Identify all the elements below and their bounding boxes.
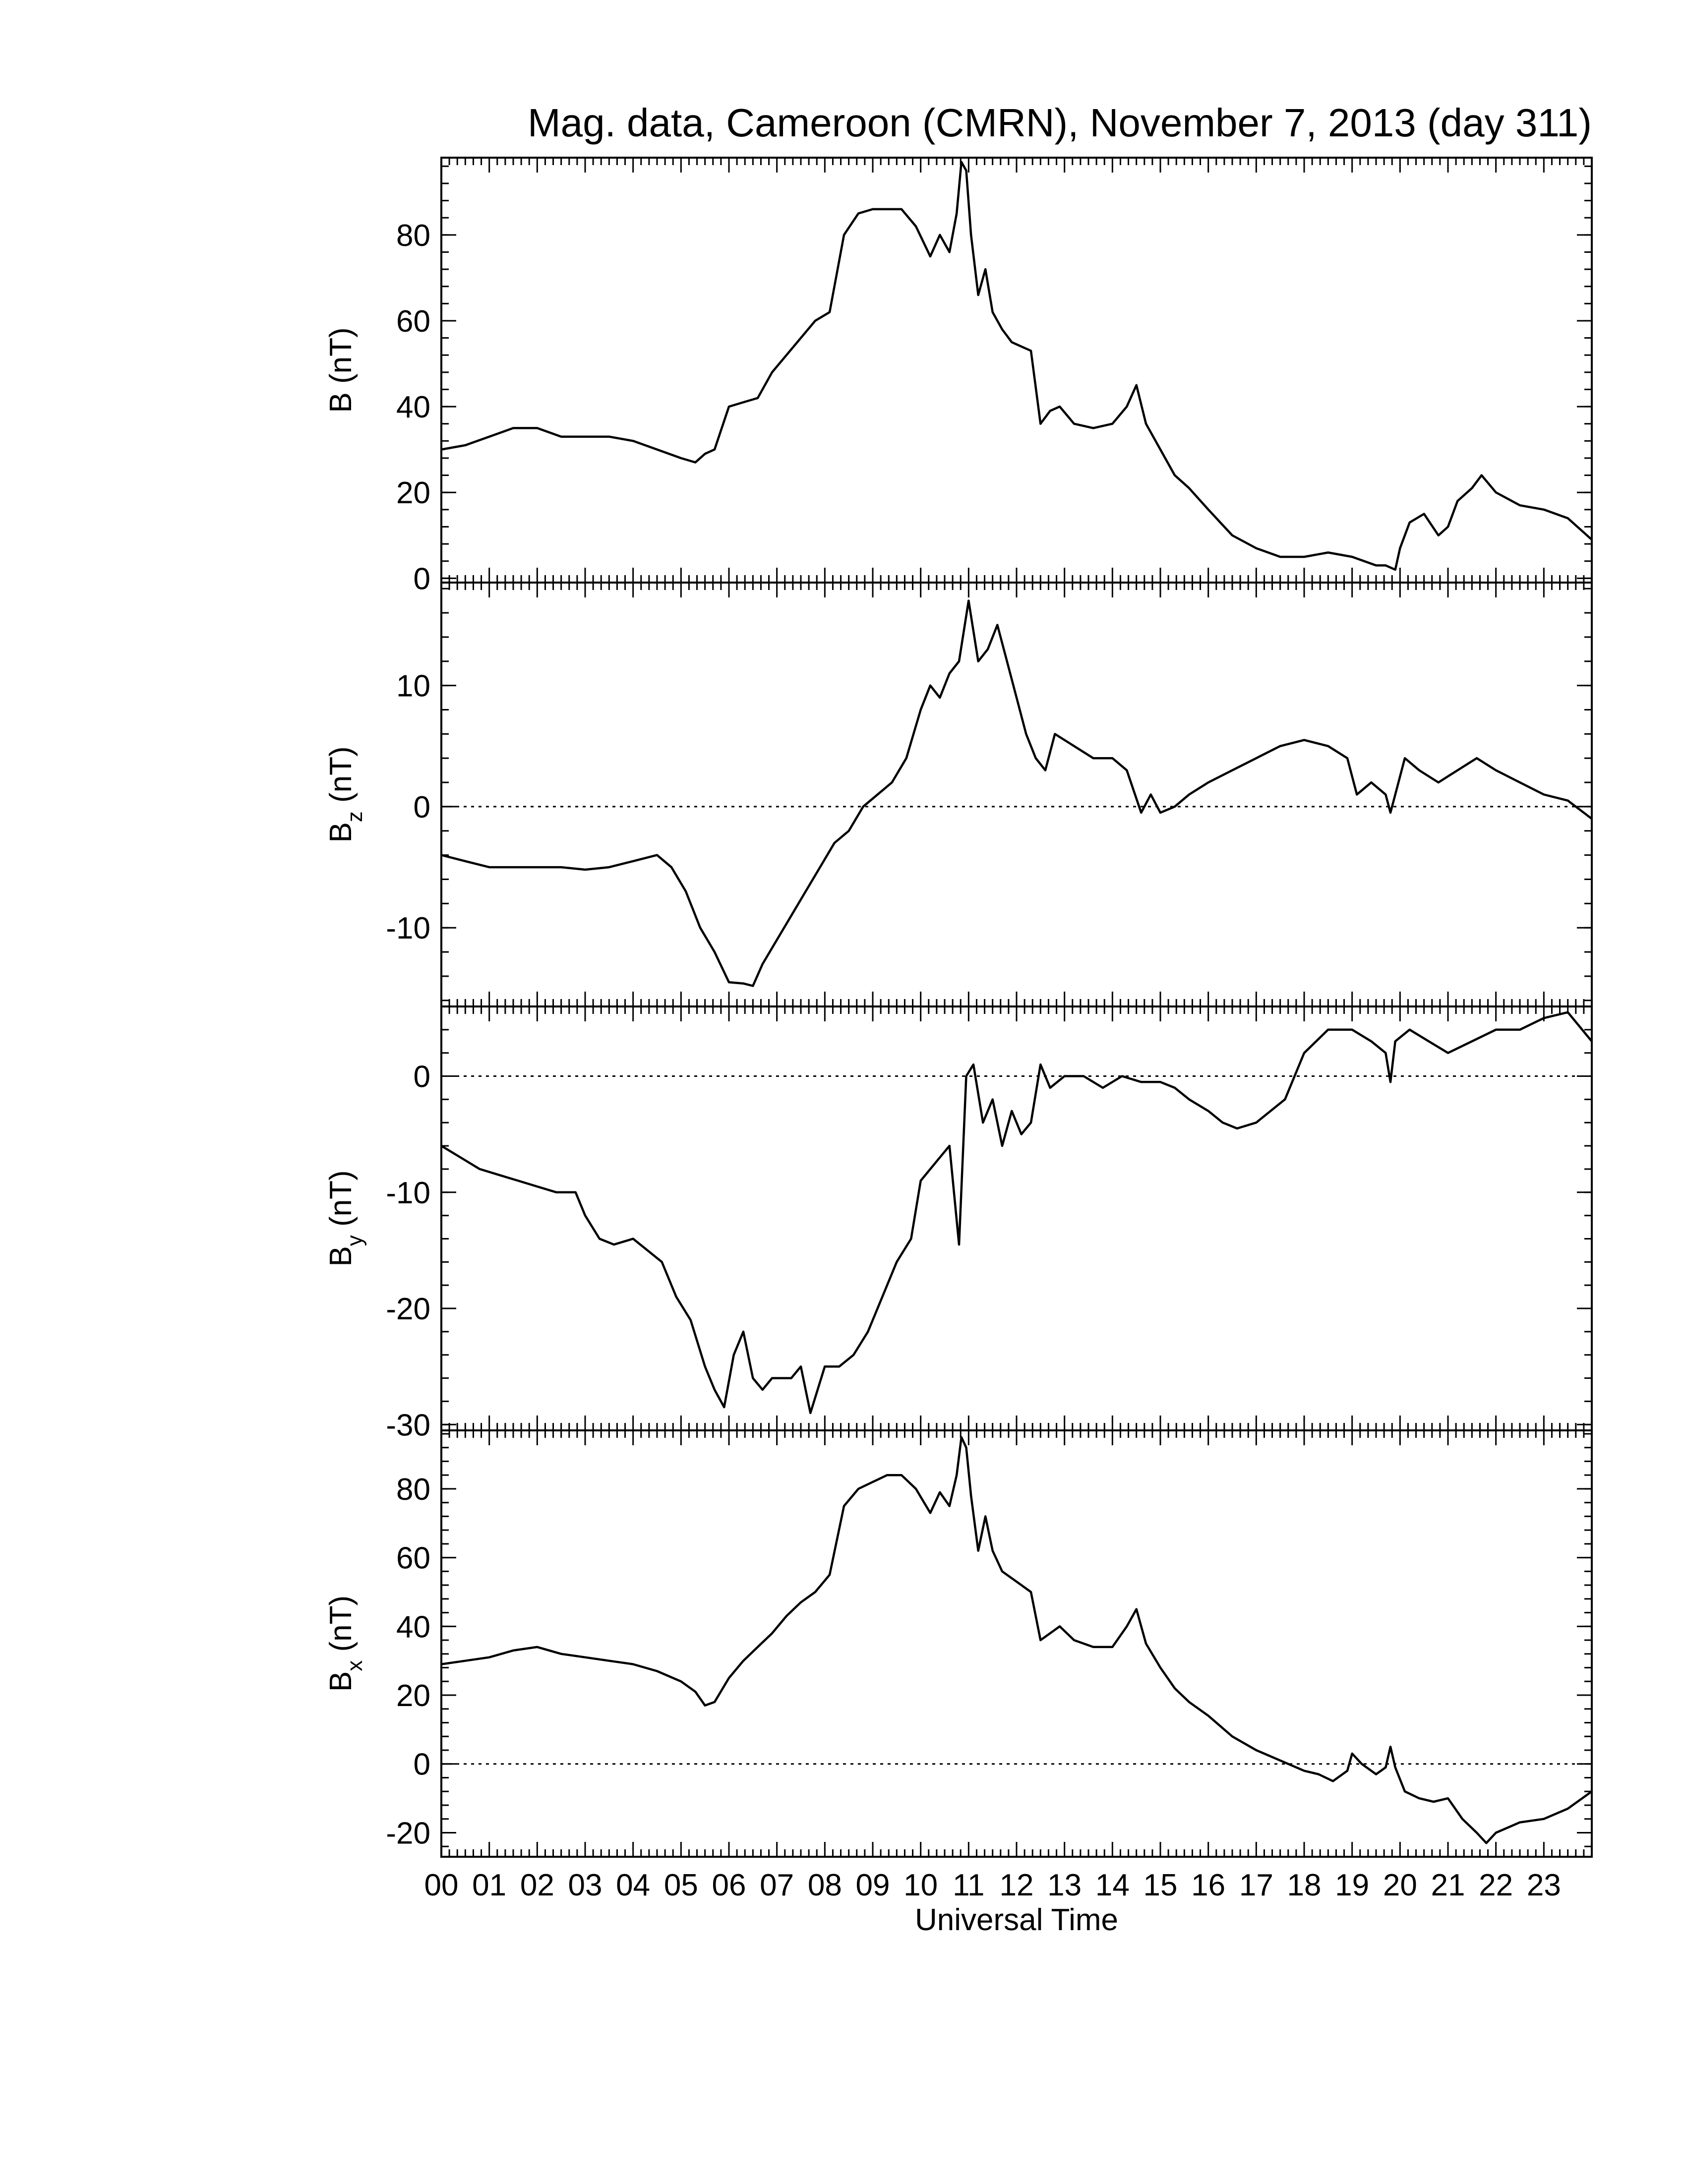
x-tick-label: 07 [760, 1868, 794, 1902]
x-tick-label: 04 [616, 1868, 650, 1902]
x-tick-label: 11 [953, 1868, 984, 1902]
x-tick-label: 15 [1144, 1868, 1178, 1902]
panel-b-series-line [441, 161, 1593, 571]
panel-b-y-axis-label: B (nT) [324, 327, 358, 413]
panel-by-y-tick-label: -10 [386, 1176, 430, 1210]
panel-by-y-tick-label: -20 [386, 1292, 430, 1326]
panel-bz-y-tick-label: 0 [414, 790, 430, 825]
panel-bz-y-tick-label: 10 [396, 669, 430, 704]
x-tick-label: 02 [520, 1868, 554, 1902]
x-tick-label: 00 [424, 1868, 459, 1902]
x-tick-label: 12 [1000, 1868, 1034, 1902]
x-tick-label: 13 [1047, 1868, 1082, 1902]
x-tick-label: 18 [1287, 1868, 1322, 1902]
panel-b-y-tick-label: 80 [396, 219, 430, 253]
x-tick-label: 23 [1527, 1868, 1561, 1902]
panel-by-y-tick-label: 0 [414, 1060, 430, 1094]
panel-bx-series-line [441, 1436, 1593, 1844]
x-tick-label: 01 [472, 1868, 506, 1902]
panel-bx-y-tick-label: 60 [396, 1541, 430, 1576]
x-tick-label: 22 [1479, 1868, 1513, 1902]
x-tick-label: 16 [1191, 1868, 1225, 1902]
x-tick-label: 20 [1383, 1868, 1417, 1902]
chart-title: Mag. data, Cameroon (CMRN), November 7, … [528, 101, 1592, 145]
x-tick-label: 08 [808, 1868, 842, 1902]
x-tick-label: 05 [664, 1868, 698, 1902]
panel-bx-y-tick-label: 40 [396, 1610, 430, 1644]
panel-bx-y-tick-label: -20 [386, 1816, 430, 1850]
x-tick-label: 09 [856, 1868, 890, 1902]
x-tick-label: 03 [568, 1868, 602, 1902]
panel-bx-y-tick-label: 80 [396, 1473, 430, 1507]
x-tick-label: 10 [903, 1868, 938, 1902]
x-tick-label: 17 [1239, 1868, 1273, 1902]
panel-bx-frame [440, 1429, 1593, 1858]
panel-bz-y-tick-label: -10 [386, 911, 430, 945]
panel-b-y-tick-label: 20 [396, 476, 430, 510]
panel-bx-y-axis-label: Bx (nT) [324, 1595, 367, 1692]
panel-by-y-tick-label: -30 [386, 1408, 430, 1442]
panel-b-y-tick-label: 0 [414, 562, 430, 596]
panel-bz-series-line [441, 599, 1593, 987]
x-tick-label: 19 [1335, 1868, 1369, 1902]
x-tick-label: 14 [1095, 1868, 1130, 1902]
panel-bz-y-axis-label: Bz (nT) [324, 746, 367, 842]
x-tick-label: 06 [712, 1868, 746, 1902]
panel-bx-y-tick-label: 0 [414, 1748, 430, 1782]
panel-by-y-axis-label: By (nT) [324, 1170, 367, 1266]
panel-bx-y-tick-label: 20 [396, 1679, 430, 1713]
panel-b-y-tick-label: 60 [396, 304, 430, 339]
panel-by-series-line [440, 1011, 1593, 1415]
x-axis-label: Universal Time [915, 1903, 1118, 1937]
x-tick-label: 21 [1431, 1868, 1465, 1902]
panel-b-y-tick-label: 40 [396, 390, 430, 424]
